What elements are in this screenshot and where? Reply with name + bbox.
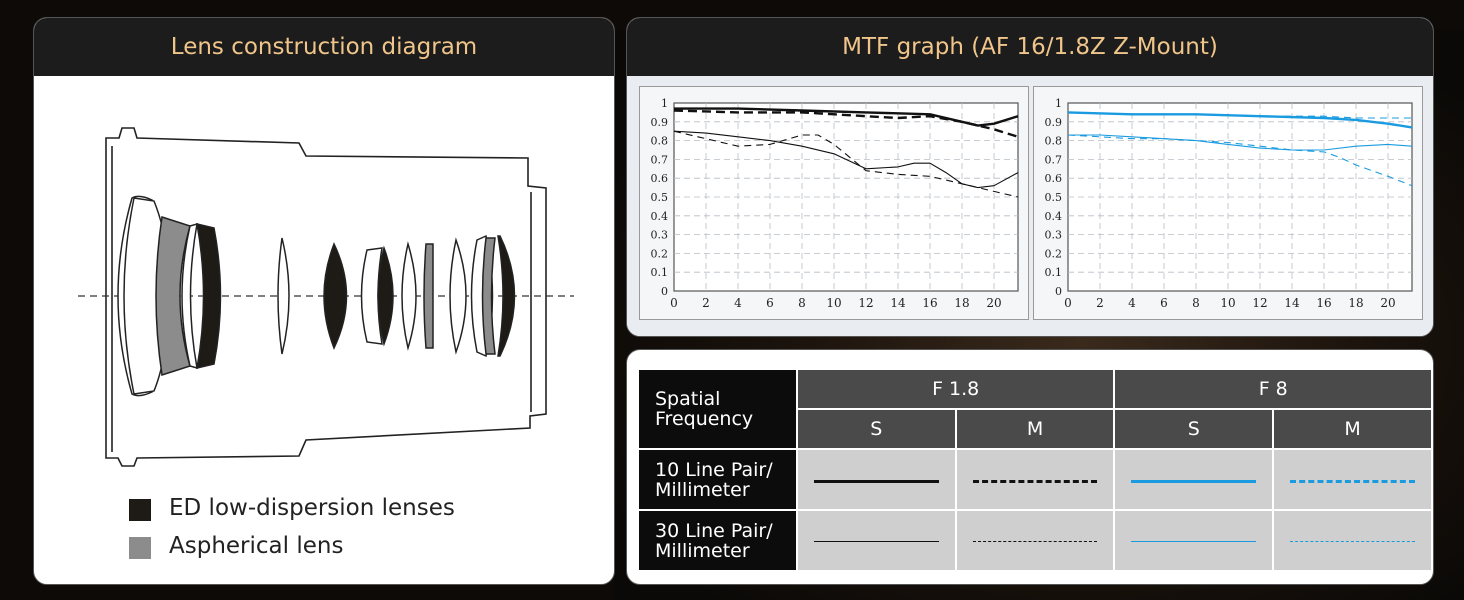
- lens-element-4: [277, 237, 290, 355]
- x-tick-label: 20: [986, 296, 1001, 310]
- y-tick-label: 0.7: [651, 153, 669, 166]
- swatch-30lp-f18-s: [797, 511, 955, 570]
- x-tick-label: 8: [1192, 296, 1200, 310]
- y-tick-label: 0: [1055, 285, 1062, 298]
- ed-lens-4: [497, 235, 516, 357]
- mtf-series-line-3: [1067, 134, 1413, 187]
- y-tick-label: 0.3: [1045, 229, 1063, 242]
- lens-diagram: [78, 127, 574, 467]
- ed-lens-3: [377, 245, 394, 347]
- y-tick-label: 0.2: [1045, 247, 1063, 260]
- lens-construction-panel: Lens construction diagram ED lo: [33, 17, 615, 585]
- x-tick-label: 18: [1348, 296, 1363, 310]
- y-tick-label: 1: [661, 97, 668, 110]
- legend-aspherical: Aspherical lens: [129, 533, 344, 559]
- y-tick-label: 0.9: [651, 116, 669, 129]
- mtf-series-line-2: [1068, 134, 1413, 151]
- x-tick-label: 2: [1096, 296, 1104, 310]
- swatch-10lp-f8-s: [1115, 450, 1273, 509]
- lens-element-6: [401, 241, 417, 351]
- mtf-series-line-0: [674, 107, 1019, 127]
- y-tick-label: 0.7: [1045, 153, 1063, 166]
- y-tick-label: 0.9: [1045, 116, 1063, 129]
- swatch-30lp-f18-m: [956, 511, 1114, 570]
- y-tick-label: 0.6: [651, 172, 669, 185]
- mtf-chart-f18: 0 0.1 0.2 0.3 0.4 0.5 0.6 0.7 0.8 0.9 1 0 2 4 6 8 10 12 14…: [639, 86, 1029, 320]
- mtf-panel: MTF graph (AF 16/1.8Z Z-Mount) 0 0.1 0.2 0.…: [626, 17, 1434, 337]
- y-tick-label: 0.6: [1045, 172, 1063, 185]
- spatial-frequency-header: Spatial Frequency: [639, 370, 796, 448]
- sub-header-m-f8: M: [1274, 410, 1431, 448]
- mtf-series-line-1: [673, 109, 1019, 138]
- x-tick-label: 10: [826, 296, 841, 310]
- swatch-30lp-f8-s: [1115, 511, 1273, 570]
- barrel-outline: [105, 127, 547, 467]
- sub-header-s-f18: S: [797, 410, 955, 448]
- y-tick-label: 0.5: [1045, 191, 1063, 204]
- x-tick-label: 0: [1064, 296, 1072, 310]
- sub-header-m-f18: M: [956, 410, 1114, 448]
- y-tick-label: 0.8: [651, 135, 669, 148]
- mtf-panel-title: MTF graph (AF 16/1.8Z Z-Mount): [627, 18, 1433, 76]
- y-tick-label: 1: [1055, 97, 1062, 110]
- x-tick-label: 14: [1284, 296, 1300, 310]
- aspherical-swatch-icon: [129, 537, 151, 559]
- y-tick-label: 0.3: [651, 229, 669, 242]
- swatch-30lp-f8-m: [1274, 511, 1431, 570]
- aperture-f8-header: F 8: [1115, 370, 1431, 408]
- mtf-chart-f18-svg: 00.10.20.30.40.50.60.70.80.910 2 4 6 8 10 12 14…: [651, 97, 1019, 310]
- y-tick-label: 0.1: [651, 266, 669, 279]
- row-label-10lp: 10 Line Pair/ Millimeter: [639, 450, 796, 509]
- x-tick-label: 6: [1160, 296, 1168, 310]
- ed-lens-1: [196, 223, 222, 369]
- aspherical-lens-2: [423, 243, 434, 349]
- x-tick-label: 4: [1128, 296, 1136, 310]
- x-tick-label: 10: [1220, 296, 1235, 310]
- mtf-series-line-1: [1067, 111, 1412, 119]
- y-tick-label: 0.5: [651, 191, 669, 204]
- sub-header-s-f8: S: [1115, 410, 1273, 448]
- x-tick-label: 20: [1380, 296, 1395, 310]
- y-tick-label: 0.2: [651, 247, 669, 260]
- x-tick-label: 18: [954, 296, 969, 310]
- aperture-f18-header: F 1.8: [797, 370, 1114, 408]
- lens-panel-title: Lens construction diagram: [34, 18, 614, 76]
- mtf-chart-f8-svg: 00.10.20.30.40.50.60.70.80.910 2 4 6 8 10 12 14…: [1045, 97, 1413, 310]
- legend-table-panel: Spatial Frequency F 1.8 F 8 S M S M 10 L…: [626, 349, 1434, 585]
- x-tick-label: 8: [798, 296, 806, 310]
- ed-lens-2: [323, 242, 348, 350]
- y-tick-label: 0.1: [1045, 266, 1063, 279]
- y-tick-label: 0.8: [1045, 135, 1063, 148]
- legend-aspherical-label: Aspherical lens: [169, 533, 344, 559]
- mtf-chart-area: 0 0.1 0.2 0.3 0.4 0.5 0.6 0.7 0.8 0.9 1 0 2 4 6 8 10 12 14…: [627, 76, 1433, 336]
- x-tick-label: 6: [766, 296, 774, 310]
- aspherical-lens-3: [481, 237, 496, 355]
- mtf-chart-f8: 0 0.1 0.2 0.3 0.4 0.5 0.6 0.7 0.8 0.9 1 0 2 4 6 8 10 12 14…: [1033, 86, 1423, 320]
- x-tick-label: 2: [702, 296, 710, 310]
- swatch-10lp-f18-m: [956, 450, 1114, 509]
- x-tick-label: 14: [890, 296, 906, 310]
- ed-swatch-icon: [129, 499, 151, 521]
- x-tick-label: 16: [1316, 296, 1331, 310]
- x-tick-label: 0: [670, 296, 678, 310]
- aspherical-lens-1: [155, 216, 191, 376]
- swatch-10lp-f18-s: [797, 450, 955, 509]
- y-tick-label: 0.4: [651, 210, 669, 223]
- x-tick-label: 16: [922, 296, 937, 310]
- swatch-10lp-f8-m: [1274, 450, 1431, 509]
- lens-element-7: [449, 237, 467, 355]
- y-tick-label: 0.4: [1045, 210, 1063, 223]
- x-tick-label: 12: [1252, 296, 1267, 310]
- legend-ed: ED low-dispersion lenses: [129, 495, 455, 521]
- mtf-series-line-3: [673, 130, 1019, 198]
- mtf-legend-table: Spatial Frequency F 1.8 F 8 S M S M 10 L…: [637, 368, 1433, 572]
- y-tick-label: 0: [661, 285, 668, 298]
- x-tick-label: 4: [734, 296, 742, 310]
- x-tick-label: 12: [858, 296, 873, 310]
- legend-ed-label: ED low-dispersion lenses: [169, 495, 455, 521]
- row-label-30lp: 30 Line Pair/ Millimeter: [639, 511, 796, 570]
